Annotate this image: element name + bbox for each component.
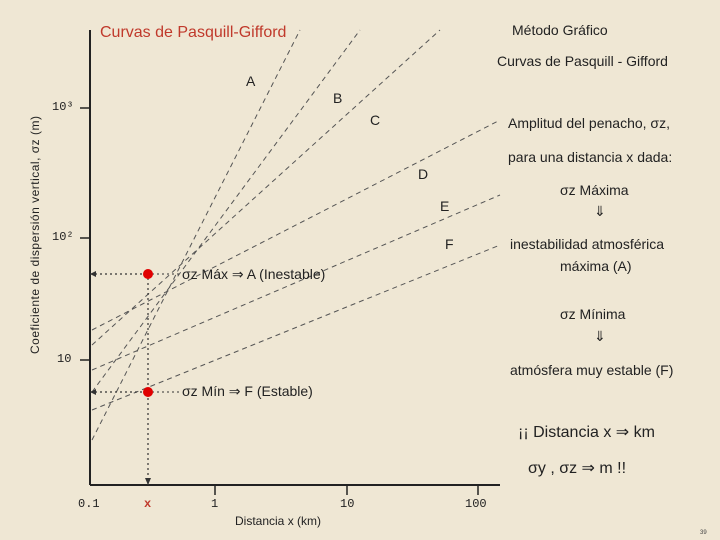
y-tick-label: 10² xyxy=(52,230,74,244)
title-right: Método Gráfico xyxy=(512,22,608,38)
x-tick-label: 10 xyxy=(340,497,355,511)
arrow-head xyxy=(145,478,151,485)
y-tick-label: 10 xyxy=(57,352,72,366)
x-axis-label: Distancia x (km) xyxy=(235,514,322,528)
note-unstable: inestabilidad atmosférica xyxy=(510,236,665,252)
curve-D xyxy=(91,119,501,331)
x-tick-label: 100 xyxy=(465,497,487,511)
curve-label-B: B xyxy=(333,90,343,106)
arrow-head xyxy=(90,389,96,395)
y-tick-label: 10³ xyxy=(52,100,74,114)
curve-F xyxy=(91,244,501,411)
x-tick-label: 1 xyxy=(211,497,219,511)
subtitle: Curvas de Pasquill - Gifford xyxy=(497,53,668,69)
note-line1: Amplitud del penacho, σz, xyxy=(508,115,670,131)
note-units-sigma: σy , σz ⇒ m !! xyxy=(528,460,627,477)
curve-B xyxy=(91,29,361,393)
title-left: Curvas de Pasquill-Gifford xyxy=(100,24,287,41)
note-max-heading: σz Máxima xyxy=(560,182,629,198)
y-axis-label: Coeficiente de dispersión vertical, σz (… xyxy=(28,115,42,355)
curve-label-A: A xyxy=(246,73,256,89)
note-stable: atmósfera muy estable (F) xyxy=(510,362,674,378)
annotation-min: σz Mín ⇒ F (Estable) xyxy=(182,383,313,399)
curve-label-D: D xyxy=(418,166,429,182)
note-line2: para una distancia x dada: xyxy=(508,149,673,165)
page-number: 39 xyxy=(700,530,707,536)
arrow-head xyxy=(90,271,96,277)
down-arrow-icon: ⇓ xyxy=(594,203,606,219)
x-tick-label: 0.1 xyxy=(78,497,100,511)
curve-E xyxy=(91,194,501,371)
min-marker xyxy=(143,387,153,397)
annotation-max: σz Máx ⇒ A (Inestable) xyxy=(182,266,326,282)
curve-label-E: E xyxy=(440,198,450,214)
note-units-distance: ¡¡ Distancia x ⇒ km xyxy=(518,424,655,441)
max-marker xyxy=(143,269,153,279)
x-tick-label: x xyxy=(144,497,152,511)
down-arrow-icon: ⇓ xyxy=(594,328,606,344)
note-min-heading: σz Mínima xyxy=(560,306,626,322)
curve-C xyxy=(91,29,441,346)
curve-label-C: C xyxy=(370,112,381,128)
curve-label-F: F xyxy=(445,236,454,252)
note-unstable2: máxima (A) xyxy=(560,258,632,274)
curve-A xyxy=(91,29,301,441)
